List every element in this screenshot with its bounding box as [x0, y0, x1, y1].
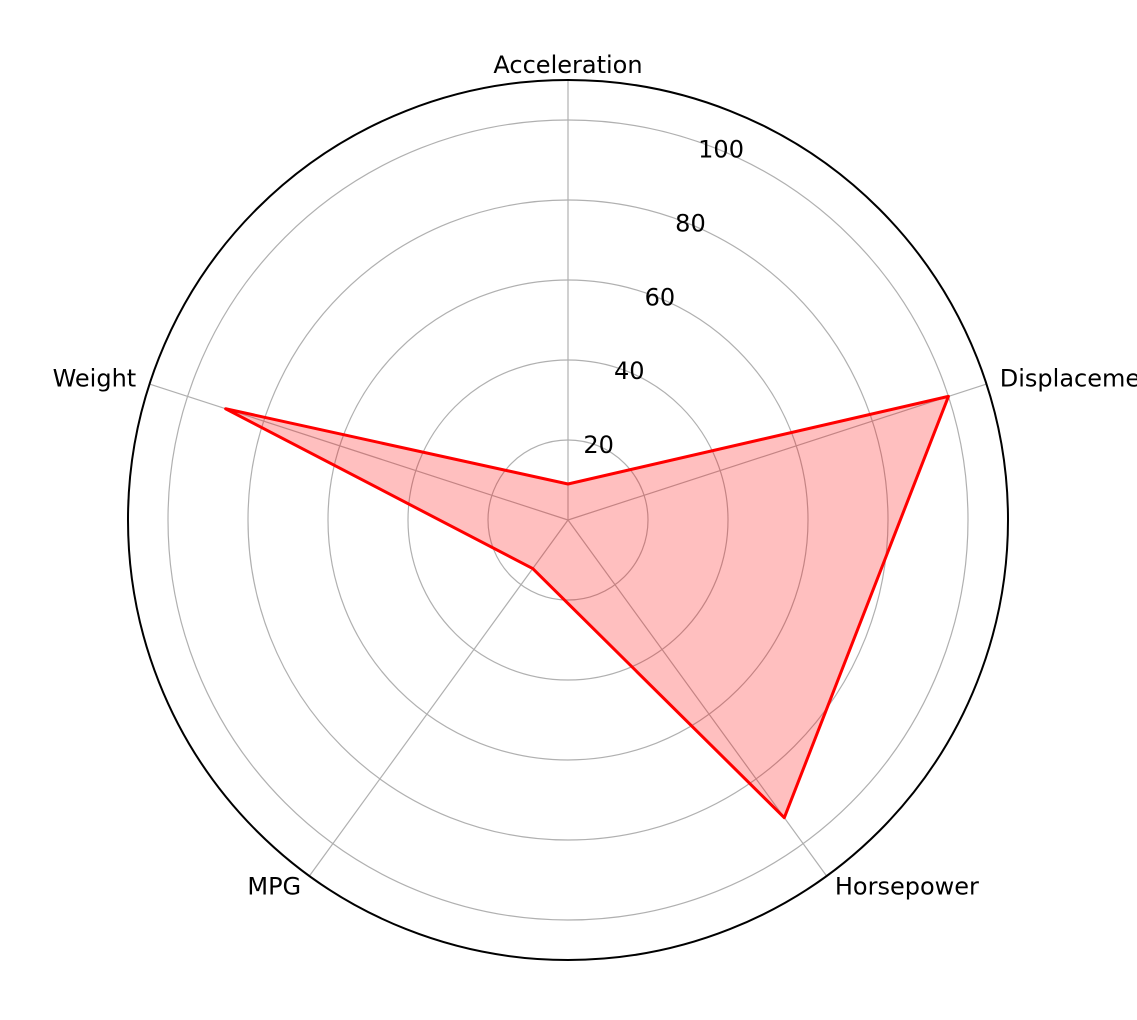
r-tick-label: 20: [583, 431, 614, 459]
r-tick-label: 80: [675, 209, 706, 237]
axis-label: MPG: [247, 872, 301, 900]
axis-label: Displacement: [1000, 365, 1137, 393]
radar-chart: 20 40 60 80 100 Acceleration Displacement Horse…: [0, 0, 1137, 1020]
r-tick-label: 60: [645, 283, 676, 311]
axis-label: Horsepower: [835, 872, 979, 900]
r-tick-label: 100: [698, 135, 744, 163]
axis-label: Weight: [53, 365, 137, 393]
radar-svg: 20 40 60 80 100 Acceleration Displacement Horse…: [0, 0, 1137, 1020]
r-tick-label: 40: [614, 357, 645, 385]
axis-label: Acceleration: [493, 51, 642, 79]
